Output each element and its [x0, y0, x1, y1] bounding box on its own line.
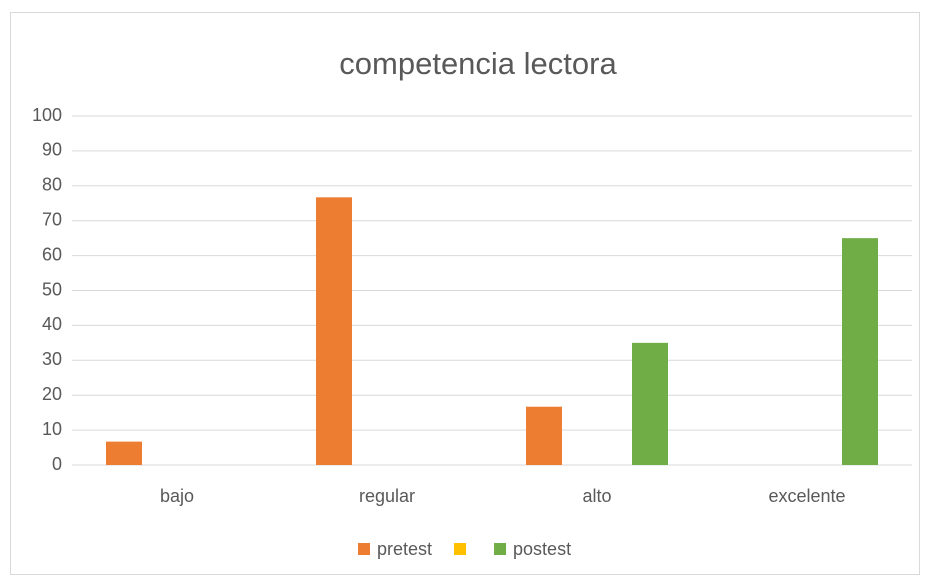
- y-tick-label: 20: [42, 384, 62, 404]
- y-tick-label: 10: [42, 419, 62, 439]
- x-tick-label: regular: [359, 486, 415, 506]
- x-tick-label: alto: [582, 486, 611, 506]
- bar: [316, 197, 352, 465]
- bar: [526, 406, 562, 465]
- legend-label: pretest: [377, 539, 432, 559]
- legend-label: postest: [513, 539, 571, 559]
- y-tick-label: 100: [32, 105, 62, 125]
- x-tick-label: bajo: [160, 486, 194, 506]
- y-tick-label: 0: [52, 454, 62, 474]
- y-tick-label: 50: [42, 279, 62, 299]
- chart-frame: [10, 12, 920, 575]
- y-tick-label: 60: [42, 244, 62, 264]
- legend-swatch: [358, 543, 370, 555]
- legend-swatch: [454, 543, 467, 555]
- y-tick-label: 80: [42, 175, 62, 195]
- bar: [842, 238, 878, 465]
- y-tick-label: 40: [42, 314, 62, 334]
- y-tick-label: 90: [42, 140, 62, 160]
- x-tick-label: excelente: [768, 486, 845, 506]
- bar: [632, 342, 668, 465]
- bar: [106, 441, 142, 465]
- y-tick-label: 70: [42, 209, 62, 229]
- legend-swatch: [494, 543, 507, 555]
- y-tick-label: 30: [42, 349, 62, 369]
- chart-title: competencia lectora: [339, 46, 617, 81]
